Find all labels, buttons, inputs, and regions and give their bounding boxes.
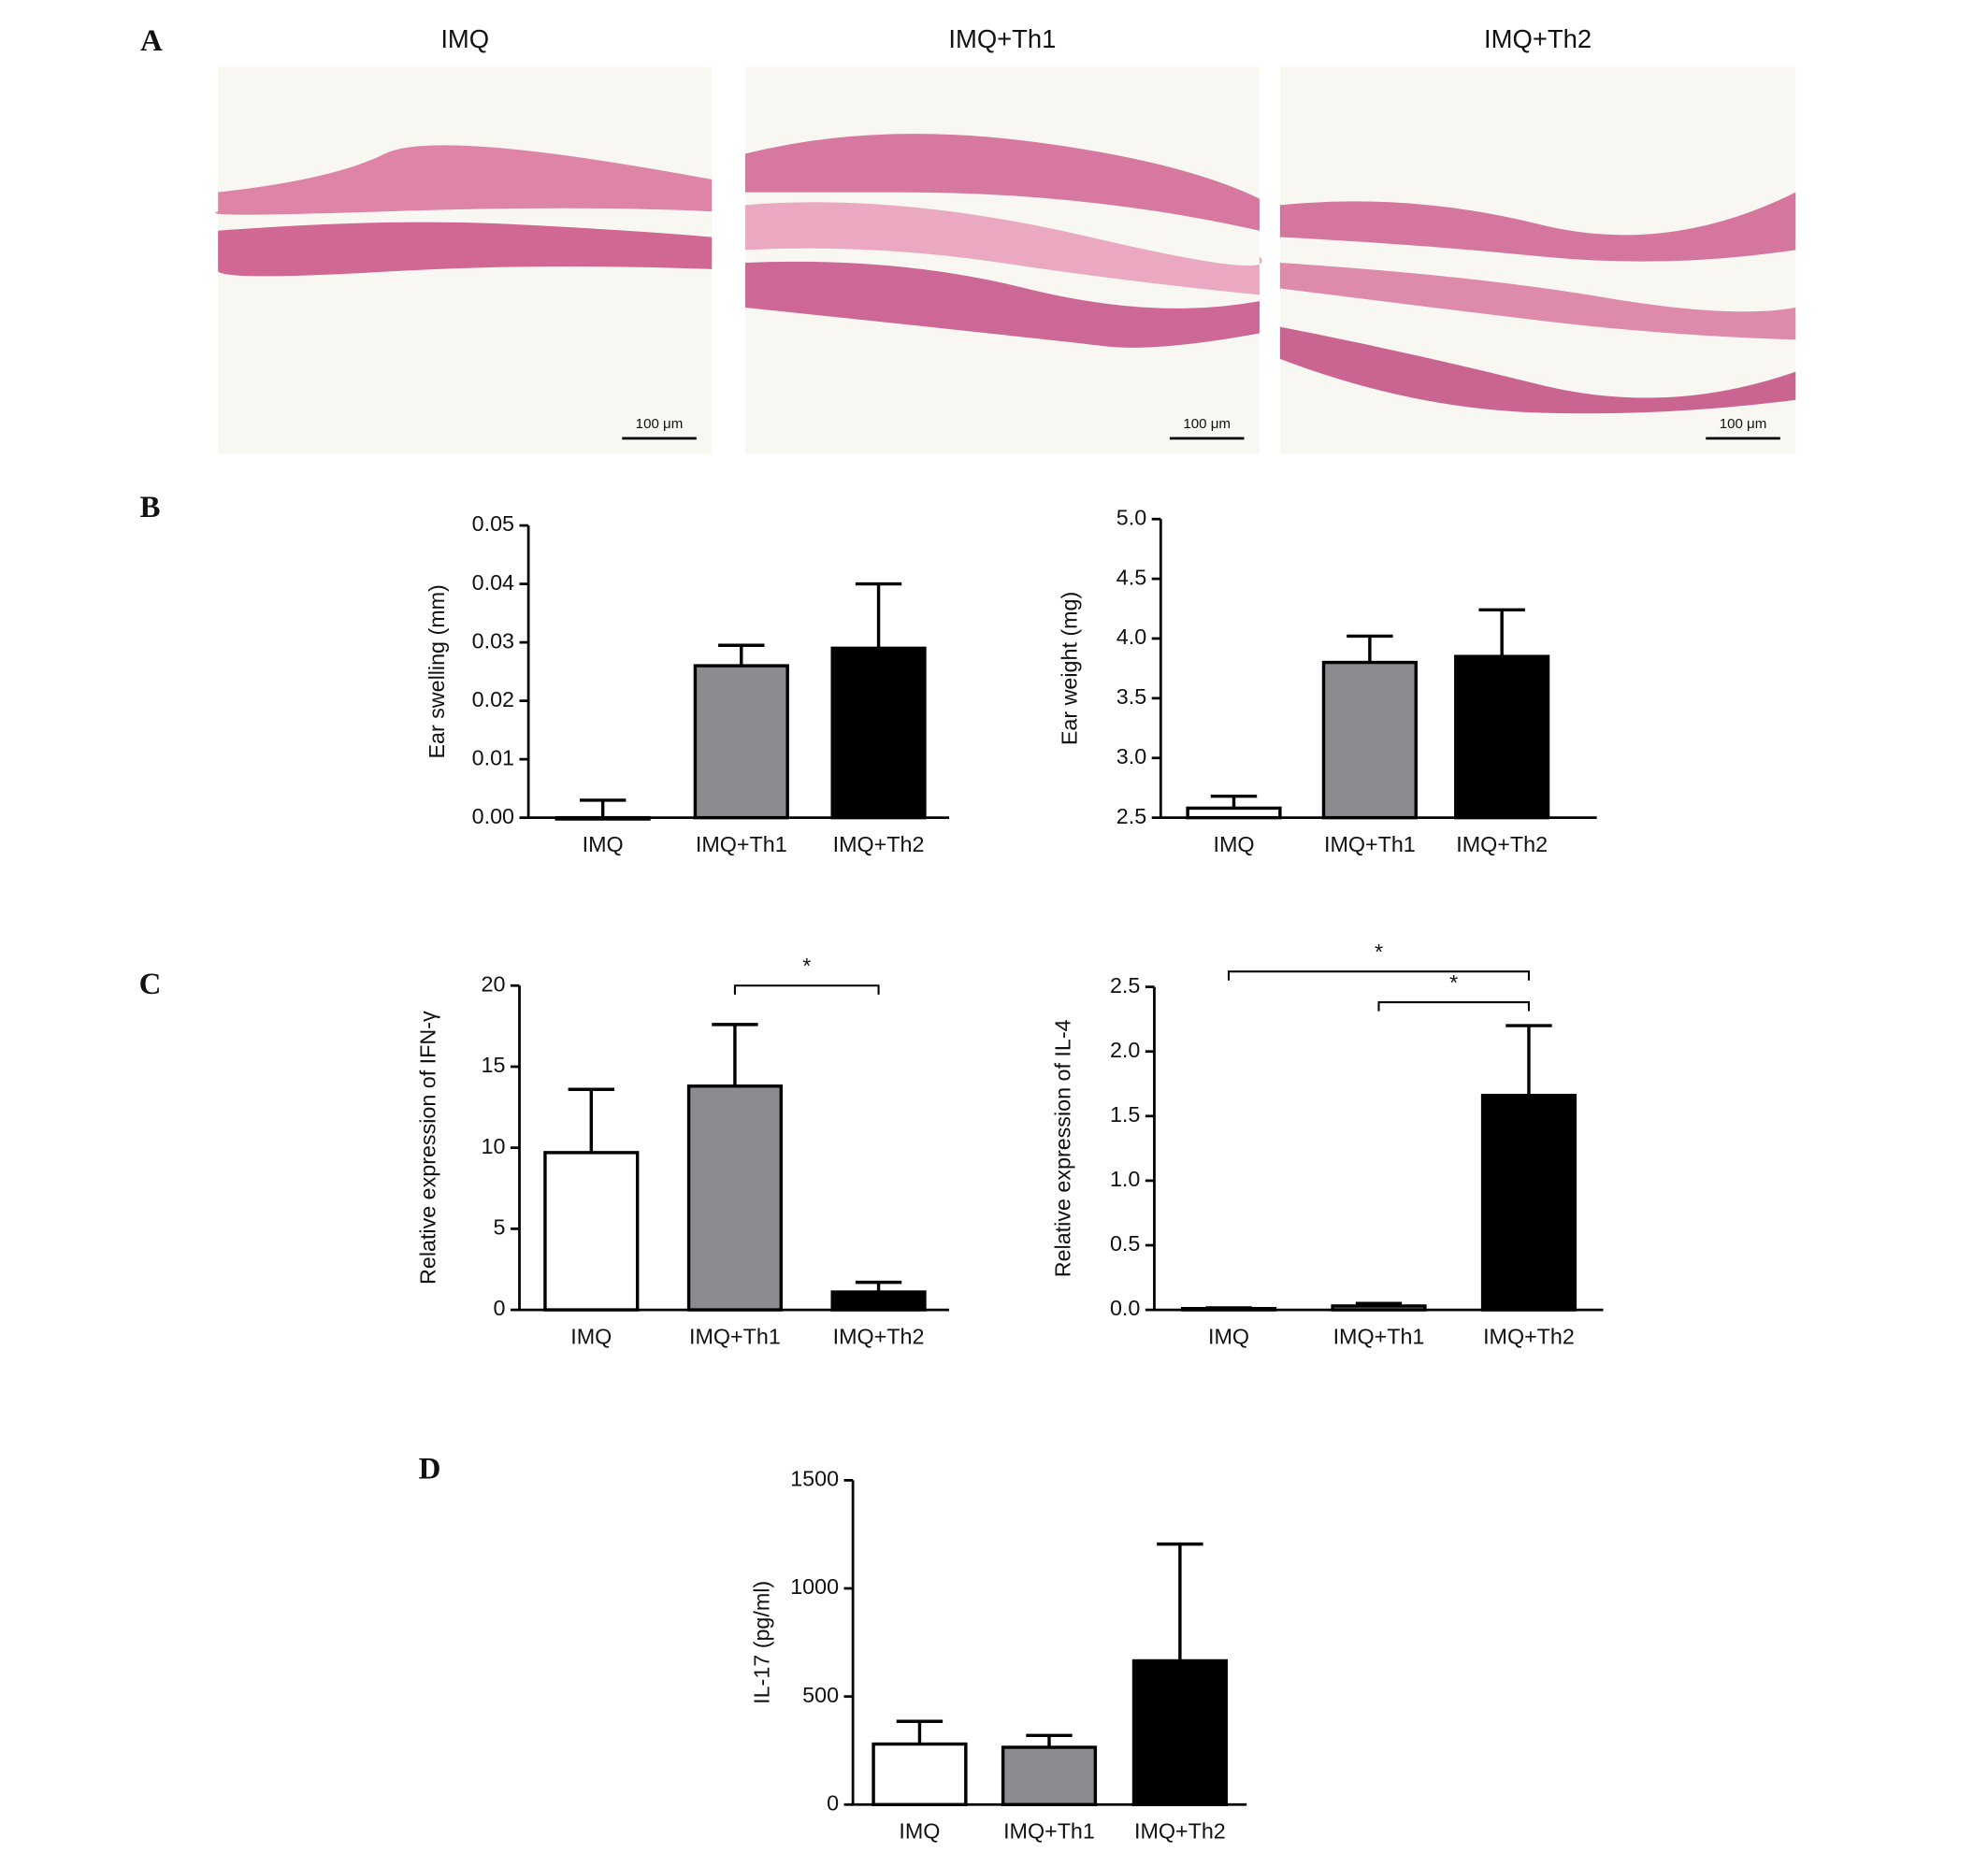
x-tick-label: IMQ+Th2 — [1134, 1819, 1226, 1844]
y-tick-label: 20 — [481, 971, 505, 996]
y-tick-label: 15 — [481, 1053, 505, 1077]
micrograph-title: IMQ+Th2 — [1484, 24, 1592, 53]
axis — [1153, 986, 1604, 1312]
bar — [830, 646, 927, 820]
y-tick-label: 3.5 — [1116, 684, 1146, 709]
y-tick-label: 10 — [481, 1134, 505, 1158]
axis — [851, 1480, 1247, 1806]
y-tick-label: 0.03 — [472, 628, 514, 653]
x-tick-label: IMQ — [1208, 1324, 1249, 1348]
y-tick-label: 1.5 — [1110, 1102, 1140, 1127]
tissue — [744, 202, 1262, 295]
bar — [1131, 1658, 1228, 1806]
tissue — [214, 145, 713, 215]
axis — [1159, 519, 1597, 820]
bar — [830, 1290, 927, 1312]
y-tick-label: 4.5 — [1116, 565, 1146, 589]
bar — [1321, 660, 1418, 820]
y-tick-label: 0.01 — [472, 745, 514, 769]
x-tick-label: IMQ — [1213, 832, 1254, 856]
significance-label: * — [802, 954, 811, 978]
y-tick-label: 0.0 — [1110, 1296, 1140, 1320]
tissue — [738, 134, 1260, 231]
tissue — [744, 261, 1260, 348]
bar — [693, 664, 789, 820]
bar-chart: Ear weight (mg) 2.5 3.0 3.5 4.0 4.5 5.0 IMQ IMQ+… — [1057, 505, 1597, 856]
bar-chart: IL-17 (pg/ml) 0 500 1000 1500 IMQ IMQ+Th1 IMQ+T… — [749, 1467, 1247, 1844]
bar — [1480, 1093, 1577, 1312]
x-tick-label: IMQ — [899, 1819, 940, 1844]
y-tick-label: 0.04 — [472, 570, 514, 595]
x-tick-label: IMQ+Th2 — [1456, 832, 1548, 856]
x-tick-label: IMQ+Th2 — [833, 832, 925, 856]
y-tick-label: 5.0 — [1116, 505, 1146, 529]
micrograph-title: IMQ — [440, 24, 489, 53]
panel-label: B — [139, 491, 160, 524]
y-axis-label: Ear swelling (mm) — [425, 584, 449, 758]
x-tick-label: IMQ+Th1 — [689, 1324, 781, 1348]
panel-label: C — [139, 968, 162, 1001]
y-tick-label: 0 — [493, 1296, 505, 1320]
y-tick-label: 1000 — [790, 1574, 839, 1599]
panel-label: D — [419, 1452, 441, 1486]
axis — [526, 525, 949, 820]
significance-label: * — [1375, 940, 1383, 964]
y-tick-label: 500 — [802, 1683, 839, 1707]
y-tick-label: 0.00 — [472, 804, 514, 828]
significance-bracket — [733, 984, 880, 995]
y-tick-label: 0.02 — [472, 687, 514, 711]
x-tick-label: IMQ+Th2 — [833, 1324, 925, 1348]
y-tick-label: 1.0 — [1110, 1167, 1140, 1191]
bar — [872, 1742, 968, 1806]
y-tick-label: 4.0 — [1116, 625, 1146, 649]
y-axis-label: IL-17 (pg/ml) — [749, 1581, 773, 1704]
bar-chart: Ear swelling (mm) 0.00 0.01 0.02 0.03 0.04 0.0… — [425, 511, 949, 856]
bar — [543, 1151, 640, 1312]
significance-bracket — [1377, 1001, 1530, 1012]
axis — [518, 985, 949, 1312]
x-tick-label: IMQ+Th1 — [696, 832, 787, 856]
y-tick-label: 2.0 — [1110, 1038, 1140, 1062]
tissue — [1279, 192, 1796, 262]
scale-bar-label: 100 μm — [1720, 416, 1767, 432]
y-axis-label: Ear weight (mg) — [1057, 592, 1081, 745]
y-tick-label: 1500 — [790, 1467, 839, 1491]
tissue — [1279, 326, 1796, 414]
tissue — [1279, 263, 1796, 340]
bar — [1001, 1745, 1098, 1806]
bar — [686, 1084, 784, 1312]
y-tick-label: 3.0 — [1116, 744, 1146, 768]
x-tick-label: IMQ — [570, 1324, 612, 1348]
significance-bracket — [1227, 970, 1530, 981]
x-tick-label: IMQ+Th1 — [1324, 832, 1416, 856]
y-axis-label: Relative expression of IFN-γ — [416, 1011, 440, 1285]
y-tick-label: 0.5 — [1110, 1231, 1140, 1256]
y-tick-label: 2.5 — [1110, 973, 1140, 998]
scale-bar-label: 100 μm — [636, 416, 684, 432]
y-axis-label: Relative expression of IL-4 — [1051, 1019, 1075, 1277]
bar-chart: Relative expression of IFN-γ 0 5 10 15 20 IMQ I… — [416, 954, 949, 1348]
y-tick-label: 2.5 — [1116, 804, 1146, 828]
panel-label: A — [140, 24, 163, 58]
y-tick-label: 0.05 — [472, 511, 514, 536]
bar — [1186, 806, 1282, 820]
x-tick-label: IMQ+Th2 — [1483, 1324, 1575, 1348]
y-tick-label: 5 — [493, 1215, 505, 1240]
micrograph-images — [214, 66, 1796, 454]
bar-chart: Relative expression of IL-4 0.0 0.5 1.0 1.5 2… — [1051, 940, 1604, 1348]
x-tick-label: IMQ — [583, 832, 624, 856]
x-tick-label: IMQ+Th1 — [1333, 1324, 1425, 1348]
micrograph-title: IMQ+Th1 — [948, 24, 1056, 53]
tissue — [218, 222, 713, 277]
scale-bar-label: 100 μm — [1183, 416, 1231, 432]
x-tick-label: IMQ+Th1 — [1003, 1819, 1095, 1844]
y-tick-label: 0 — [827, 1790, 839, 1815]
significance-label: * — [1449, 970, 1458, 995]
bar — [1454, 654, 1550, 820]
